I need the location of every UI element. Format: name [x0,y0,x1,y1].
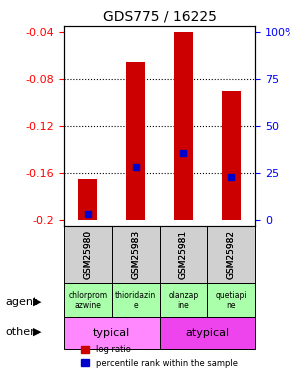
Text: ▶: ▶ [33,297,42,307]
Text: olanzap
ine: olanzap ine [168,291,199,310]
Text: chlorprom
azwine: chlorprom azwine [68,291,107,310]
Text: agent: agent [6,297,38,307]
Title: GDS775 / 16225: GDS775 / 16225 [103,10,216,24]
FancyBboxPatch shape [64,317,160,349]
FancyBboxPatch shape [64,226,112,283]
Text: GSM25983: GSM25983 [131,230,140,279]
Text: GSM25981: GSM25981 [179,230,188,279]
Bar [174,32,193,220]
Text: GSM25982: GSM25982 [227,230,236,279]
Text: quetiapi
ne: quetiapi ne [215,291,247,310]
Text: GSM25981: GSM25981 [179,230,188,279]
FancyBboxPatch shape [160,283,207,317]
FancyBboxPatch shape [112,283,160,317]
Text: ▶: ▶ [33,327,42,337]
Bar [126,62,145,220]
Bar [78,179,97,220]
Text: other: other [6,327,36,337]
Text: thioridazin
e: thioridazin e [115,291,156,310]
Legend: log ratio, percentile rank within the sample: log ratio, percentile rank within the sa… [78,342,241,371]
Text: GSM25980: GSM25980 [83,230,92,279]
Bar [222,91,241,220]
FancyBboxPatch shape [112,226,160,283]
FancyBboxPatch shape [64,283,112,317]
Text: atypical: atypical [185,328,229,338]
FancyBboxPatch shape [160,226,207,283]
Text: GSM25983: GSM25983 [131,230,140,279]
Text: GSM25982: GSM25982 [227,230,236,279]
FancyBboxPatch shape [207,226,255,283]
Text: typical: typical [93,328,130,338]
FancyBboxPatch shape [207,283,255,317]
FancyBboxPatch shape [160,317,255,349]
Text: GSM25980: GSM25980 [83,230,92,279]
